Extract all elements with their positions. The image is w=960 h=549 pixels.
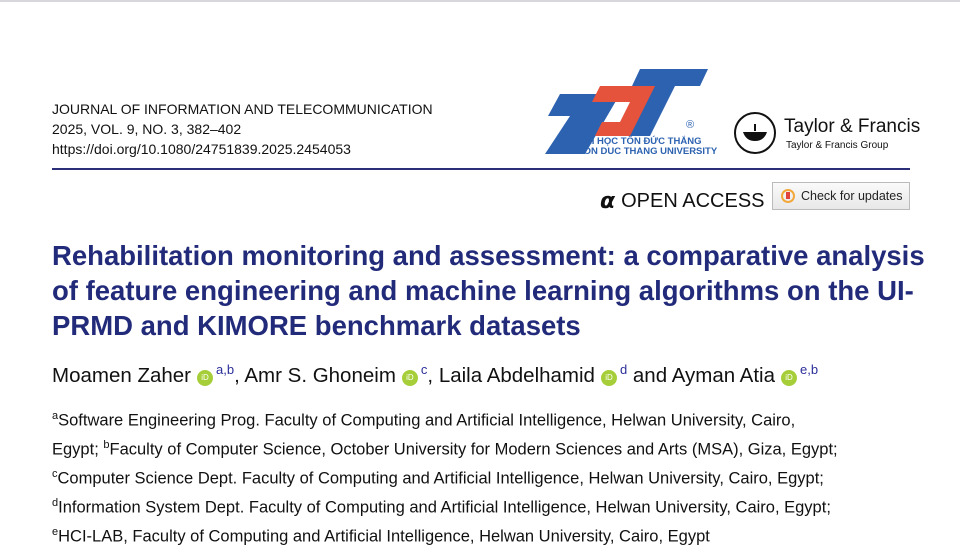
crossmark-icon: [781, 189, 795, 203]
journal-issue: 2025, VOL. 9, NO. 3, 382–402: [52, 121, 242, 137]
affiliation-prefix: Egypt;: [52, 440, 104, 459]
author-separator: and: [627, 363, 668, 387]
author-affiliation-mark[interactable]: d: [619, 362, 628, 377]
affiliation: aSoftware Engineering Prog. Faculty of C…: [52, 404, 838, 433]
author-list: Moamen Zaher iDa,b, Amr S. Ghoneim iDc, La…: [52, 362, 818, 388]
affiliation-mark: e: [52, 526, 59, 538]
university-name-en: TON DUC THANG UNIVERSITY: [578, 146, 718, 157]
author-name: Ayman Atia: [671, 363, 776, 387]
registered-mark: ®: [686, 119, 695, 131]
author: Laila Abdelhamid iDd and: [438, 362, 672, 387]
affiliation-mark: a: [52, 410, 59, 422]
orcid-icon[interactable]: iD: [781, 369, 798, 386]
affiliation-text: Faculty of Computer Science, October Uni…: [109, 440, 838, 459]
author-affiliation-mark[interactable]: a,b: [216, 362, 235, 377]
header-rule: [52, 168, 910, 170]
top-border: [0, 0, 960, 2]
author-name: Laila Abdelhamid: [438, 363, 595, 387]
open-access-badge: 𝞪 OPEN ACCESS: [600, 188, 765, 214]
affiliations: aSoftware Engineering Prog. Faculty of C…: [52, 404, 838, 549]
affiliation: eHCI-LAB, Faculty of Computing and Artif…: [52, 520, 838, 549]
affiliation-text: Information System Dept. Faculty of Comp…: [58, 498, 831, 517]
taylor-francis-lamp-icon: [734, 112, 776, 154]
affiliation-mark: d: [52, 497, 59, 509]
publisher-name: Taylor & Francis: [784, 116, 921, 137]
journal-header: JOURNAL OF INFORMATION AND TELECOMMUNICA…: [52, 99, 433, 159]
check-for-updates-button[interactable]: Check for updates: [772, 182, 910, 210]
author-separator: ,: [234, 363, 240, 387]
university-name-vi: ĐẠI HỌC TÔN ĐỨC THẮNG: [578, 136, 702, 147]
tdt-logo: [545, 69, 708, 154]
affiliation-mark: b: [103, 439, 110, 451]
open-lock-icon: 𝞪: [600, 188, 616, 213]
author-name: Moamen Zaher: [52, 363, 192, 387]
affiliation-mark: c: [52, 468, 58, 480]
author-name: Amr S. Ghoneim: [244, 363, 396, 387]
university-name: ĐẠI HỌC TÔN ĐỨC THẮNG TON DUC THANG UNIV…: [578, 137, 717, 157]
journal-doi[interactable]: https://doi.org/10.1080/24751839.2025.24…: [52, 141, 351, 157]
author-affiliation-mark[interactable]: c: [420, 362, 428, 377]
paper-title: Rehabilitation monitoring and assessment…: [52, 240, 925, 341]
author: Moamen Zaher iDa,b,: [52, 362, 244, 387]
orcid-icon[interactable]: iD: [401, 369, 418, 386]
affiliation: dInformation System Dept. Faculty of Com…: [52, 491, 838, 520]
affiliation: cComputer Science Dept. Faculty of Compu…: [52, 462, 838, 491]
orcid-icon[interactable]: iD: [600, 369, 617, 386]
journal-name: JOURNAL OF INFORMATION AND TELECOMMUNICA…: [52, 101, 433, 117]
affiliation-text: Software Engineering Prog. Faculty of Co…: [58, 411, 796, 430]
author-affiliation-mark[interactable]: e,b: [800, 362, 819, 377]
author: Ayman Atia iDe,b: [671, 362, 819, 387]
check-for-updates-label: Check for updates: [801, 189, 903, 203]
author: Amr S. Ghoneim iDc,: [244, 362, 438, 387]
publisher-group: Taylor & Francis Group: [786, 140, 889, 151]
affiliation: Egypt; bFaculty of Computer Science, Oct…: [52, 433, 838, 462]
orcid-icon[interactable]: iD: [197, 369, 214, 386]
affiliation-text: Computer Science Dept. Faculty of Comput…: [57, 469, 824, 488]
affiliation-text: HCI-LAB, Faculty of Computing and Artifi…: [58, 527, 710, 546]
open-access-label: OPEN ACCESS: [621, 189, 765, 212]
author-separator: ,: [427, 363, 434, 387]
